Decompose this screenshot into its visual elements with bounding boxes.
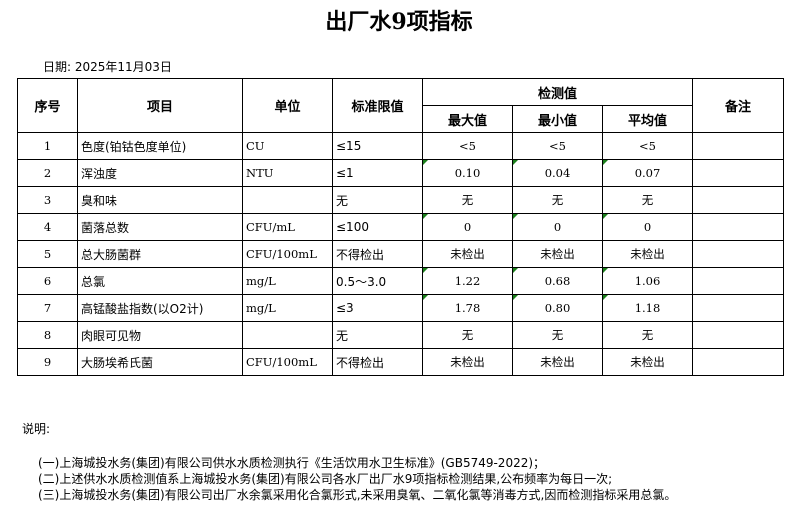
table-row: 6 总氯 mg/L 0.5～3.0 1.22 0.68 1.06	[17, 267, 785, 295]
cell-avg: 未检出	[601, 348, 694, 376]
table-row: 5 总大肠菌群 CFU/100mL 不得检出 未检出 未检出 未检出	[17, 240, 785, 268]
cell-limit: ≤3	[332, 294, 423, 322]
cell-min: <5	[512, 132, 603, 160]
notes-list: (一)上海城投水务(集团)有限公司供水水质检测执行《生活饮用水卫生标准》(GB5…	[38, 455, 676, 503]
cell-remark	[692, 240, 785, 268]
cell-avg: 0.07	[601, 159, 694, 187]
cell-avg: <5	[601, 132, 694, 160]
cell-no: 8	[17, 321, 78, 349]
cell-avg: 无	[601, 321, 694, 349]
cell-max: 无	[422, 186, 513, 214]
cell-avg: 1.06	[601, 267, 694, 295]
header-limit: 标准限值	[332, 78, 423, 133]
cell-min: 未检出	[512, 348, 603, 376]
cell-limit: ≤100	[332, 213, 423, 241]
cell-max: 无	[422, 321, 513, 349]
cell-max: 0.10	[422, 159, 513, 187]
cell-no: 7	[17, 294, 78, 322]
cell-max: <5	[422, 132, 513, 160]
cell-no: 3	[17, 186, 78, 214]
cell-remark	[692, 294, 785, 322]
cell-item: 大肠埃希氏菌	[77, 348, 243, 376]
cell-item: 臭和味	[77, 186, 243, 214]
header-detect: 检测值	[421, 78, 694, 106]
cell-item: 总氯	[77, 267, 243, 295]
cell-item: 肉眼可见物	[77, 321, 243, 349]
cell-limit: 0.5～3.0	[332, 267, 423, 295]
cell-no: 5	[17, 240, 78, 268]
cell-min: 0.80	[512, 294, 603, 322]
cell-no: 9	[17, 348, 78, 376]
cell-min: 0.04	[512, 159, 603, 187]
cell-avg: 0	[601, 213, 694, 241]
cell-item: 总大肠菌群	[77, 240, 243, 268]
notes-heading: 说明:	[22, 422, 51, 436]
cell-limit: 无	[332, 186, 423, 214]
cell-unit: NTU	[242, 159, 333, 187]
table-row: 1 色度(铂钴色度单位) CU ≤15 <5 <5 <5	[17, 132, 785, 160]
cell-min: 无	[512, 321, 603, 349]
cell-remark	[692, 213, 785, 241]
cell-item: 色度(铂钴色度单位)	[77, 132, 243, 160]
cell-min: 0.68	[512, 267, 603, 295]
cell-unit: CFU/mL	[242, 213, 333, 241]
cell-min: 未检出	[512, 240, 603, 268]
cell-unit: mg/L	[242, 294, 333, 322]
cell-max: 未检出	[422, 348, 513, 376]
cell-avg: 未检出	[601, 240, 694, 268]
header-min: 最小值	[512, 105, 603, 133]
header-avg: 平均值	[601, 105, 694, 133]
cell-unit	[242, 186, 333, 214]
cell-min: 0	[512, 213, 603, 241]
cell-limit: ≤15	[332, 132, 423, 160]
cell-unit: mg/L	[242, 267, 333, 295]
cell-unit	[242, 321, 333, 349]
cell-no: 6	[17, 267, 78, 295]
cell-unit: CFU/100mL	[242, 240, 333, 268]
cell-no: 2	[17, 159, 78, 187]
header-remark: 备注	[692, 78, 785, 133]
page-title: 出厂水9项指标	[325, 9, 473, 35]
cell-item: 浑浊度	[77, 159, 243, 187]
cell-max: 1.22	[422, 267, 513, 295]
cell-remark	[692, 186, 785, 214]
cell-remark	[692, 267, 785, 295]
cell-avg: 1.18	[601, 294, 694, 322]
cell-item: 菌落总数	[77, 213, 243, 241]
report-date: 日期: 2025年11月03日	[43, 60, 172, 74]
cell-unit: CU	[242, 132, 333, 160]
cell-unit: CFU/100mL	[242, 348, 333, 376]
cell-remark	[692, 159, 785, 187]
table-row: 3 臭和味无无无无	[17, 186, 785, 214]
table-row: 4 菌落总数 CFU/mL ≤100 0 0 0	[17, 213, 785, 241]
cell-max: 未检出	[422, 240, 513, 268]
table-row: 7 高锰酸盐指数(以O2计) mg/L ≤3 1.78 0.80 1.18	[17, 294, 785, 322]
cell-max: 0	[422, 213, 513, 241]
cell-remark	[692, 321, 785, 349]
cell-limit: 不得检出	[332, 348, 423, 376]
cell-min: 无	[512, 186, 603, 214]
note-item: (二)上述供水水质检测值系上海城投水务(集团)有限公司各水厂出厂水9项指标检测结…	[38, 472, 613, 486]
cell-limit: ≤1	[332, 159, 423, 187]
cell-remark	[692, 132, 785, 160]
header-unit: 单位	[242, 78, 333, 133]
cell-remark	[692, 348, 785, 376]
cell-item: 高锰酸盐指数(以O2计)	[77, 294, 243, 322]
table-row: 2 浑浊度 NTU ≤1 0.10 0.04 0.07	[17, 159, 785, 187]
cell-limit: 无	[332, 321, 423, 349]
header-item: 项目	[77, 78, 243, 133]
note-item: (一)上海城投水务(集团)有限公司供水水质检测执行《生活饮用水卫生标准》(GB5…	[38, 456, 546, 470]
cell-limit: 不得检出	[332, 240, 423, 268]
header-no: 序号	[17, 78, 78, 133]
water-quality-table: 序号 项目 单位 标准限值 检测值 备注 最大值 最小值 平均值 1 色度(铂钴色…	[17, 78, 785, 376]
cell-max: 1.78	[422, 294, 513, 322]
header-max: 最大值	[422, 105, 513, 133]
note-item: (三)上海城投水务(集团)有限公司出厂水余氯采用化合氯形式,未采用臭氧、二氧化氯…	[38, 488, 677, 502]
cell-avg: 无	[601, 186, 694, 214]
cell-no: 1	[17, 132, 78, 160]
table-row: 8 肉眼可见物无无无无	[17, 321, 785, 349]
table-row: 9 大肠埃希氏菌 CFU/100mL 不得检出 未检出 未检出 未检出	[17, 348, 785, 376]
cell-no: 4	[17, 213, 78, 241]
